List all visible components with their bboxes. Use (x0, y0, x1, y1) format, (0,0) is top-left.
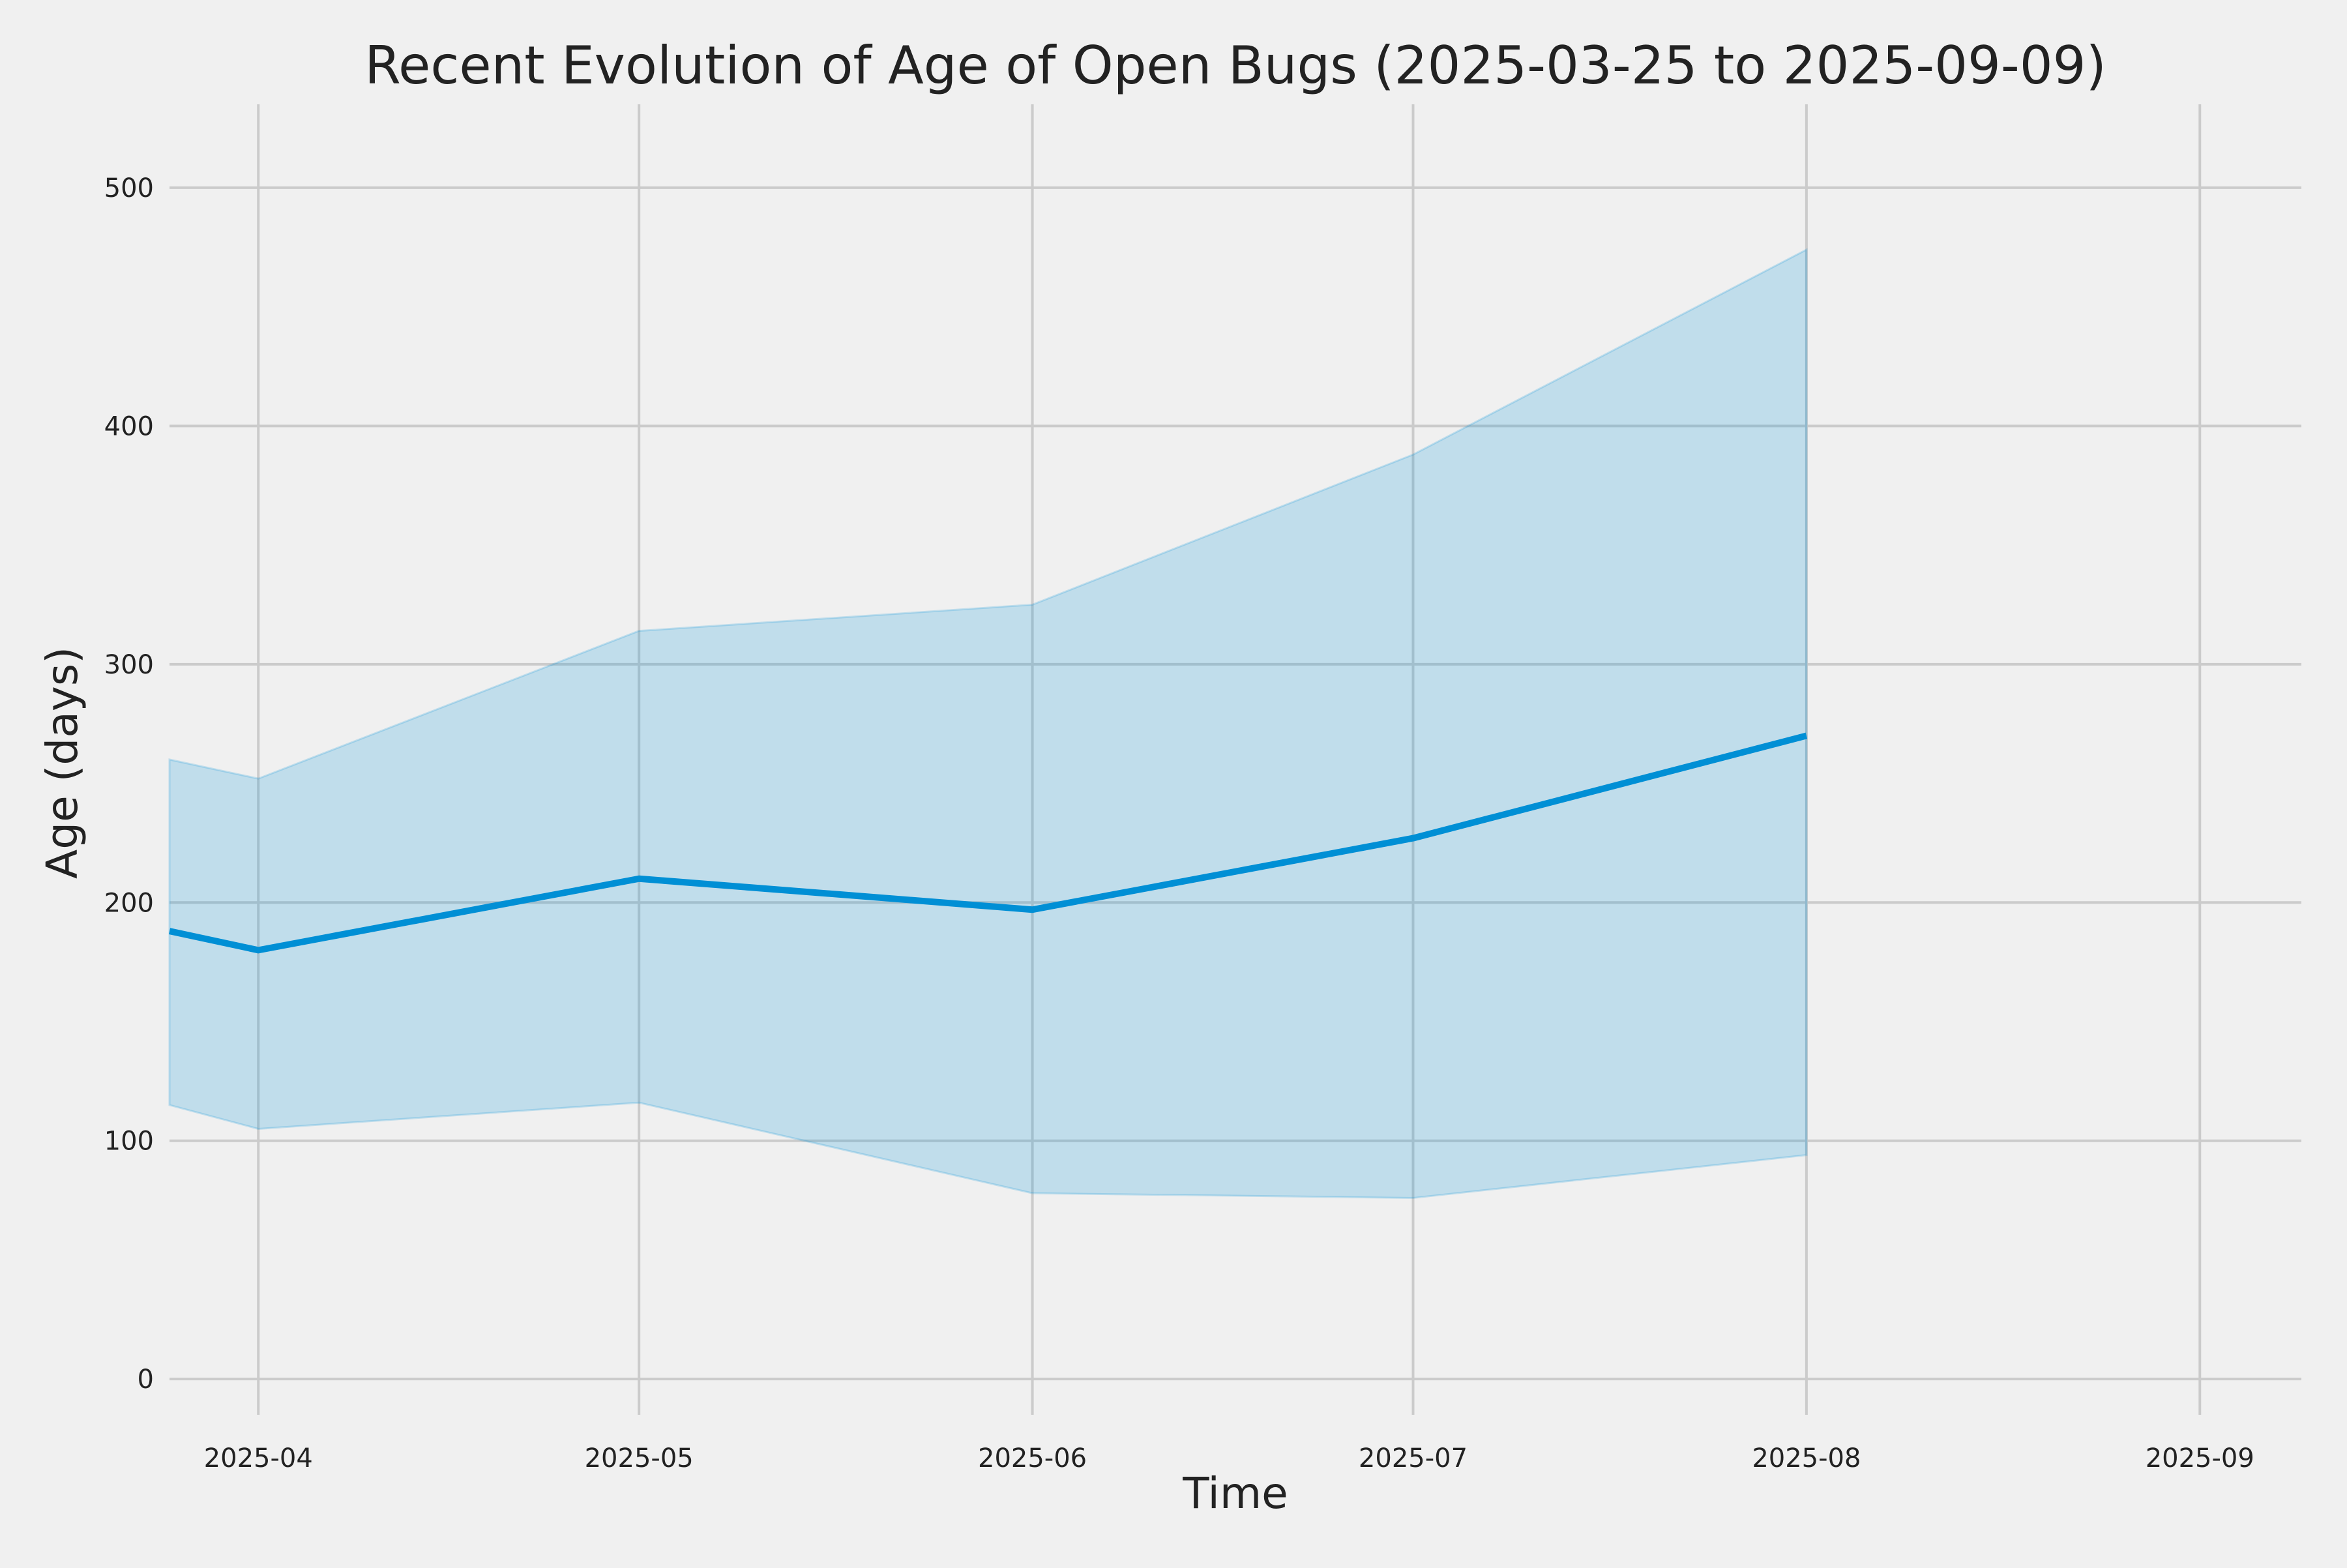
y-tick-label: 500 (104, 173, 154, 203)
x-tick-label: 2025-06 (978, 1443, 1087, 1473)
x-tick-label: 2025-04 (204, 1443, 313, 1473)
series-point (1413, 838, 1414, 839)
series-point (1032, 909, 1033, 910)
confidence-band (168, 248, 1808, 1199)
y-tick-label: 400 (104, 411, 154, 441)
tick-layer: 0 100 200 300 400 500 2025-04 2025-05 2025-06 202… (104, 173, 2254, 1473)
y-tick-label: 200 (104, 888, 154, 918)
x-tick-label: 2025-09 (2146, 1443, 2254, 1473)
x-tick-label: 2025-08 (1752, 1443, 1861, 1473)
y-tick-label: 0 (138, 1365, 154, 1395)
band-layer (168, 248, 1808, 1199)
series-point (638, 878, 640, 880)
x-tick-label: 2025-07 (1359, 1443, 1468, 1473)
y-axis-label: Age (days) (37, 647, 87, 879)
series-line (168, 732, 1808, 954)
y-tick-label: 300 (104, 650, 154, 680)
x-tick-label: 2025-05 (585, 1443, 694, 1473)
line-layer (168, 732, 1808, 954)
chart-title: Recent Evolution of Age of Open Bugs (20… (364, 35, 2106, 96)
x-axis-label: Time (1182, 1468, 1288, 1518)
series-point (169, 930, 170, 932)
series-point (258, 949, 259, 951)
series-point (1806, 735, 1807, 736)
y-tick-label: 100 (104, 1127, 154, 1157)
